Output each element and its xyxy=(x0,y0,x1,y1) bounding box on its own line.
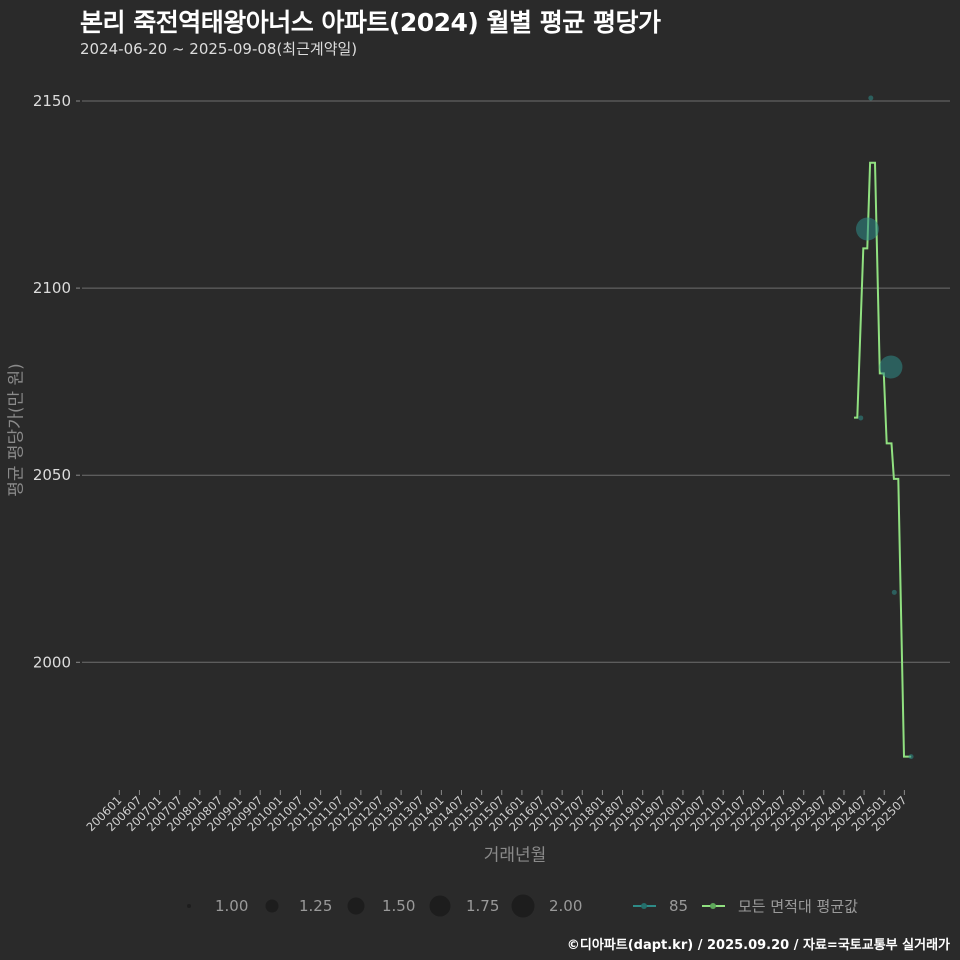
data-point-85 xyxy=(855,217,879,241)
size-circle-icon xyxy=(511,894,535,918)
chart-title: 본리 죽전역태왕아너스 아파트(2024) 월별 평균 평당가 xyxy=(80,8,661,37)
data-point-85 xyxy=(879,355,903,379)
data-point-85 xyxy=(908,754,914,760)
y-axis-title: 평균 평당가(만 원) xyxy=(6,363,27,497)
y-tick-label: 2150 xyxy=(33,92,71,110)
size-circle-icon xyxy=(347,897,365,915)
size-legend-label: 1.75 xyxy=(466,897,500,915)
size-circle-icon xyxy=(429,895,451,917)
size-legend-label: 1.50 xyxy=(382,897,416,915)
footer-credit: ©디아파트(dapt.kr) / 2025.09.20 / 자료=국토교통부 실… xyxy=(566,938,950,953)
size-circle-icon xyxy=(265,899,279,913)
x-axis-title: 거래년월 xyxy=(483,845,547,866)
data-point-85 xyxy=(858,415,864,421)
size-legend-label: 2.00 xyxy=(549,897,583,915)
data-point-85 xyxy=(868,95,874,101)
chart-subtitle: 2024-06-20 ~ 2025-09-08(최근계약일) xyxy=(80,40,358,58)
y-tick-label: 2100 xyxy=(33,279,71,297)
line-legend-label: 모든 면적대 평균값 xyxy=(738,897,858,916)
y-tick-label: 2000 xyxy=(33,653,71,671)
average-price-line xyxy=(854,161,912,758)
size-circle-icon xyxy=(187,904,191,908)
data-point-85 xyxy=(891,589,897,595)
size-legend-label: 1.00 xyxy=(215,897,249,915)
size-legend-label: 1.25 xyxy=(299,897,333,915)
average-dot-icon xyxy=(710,903,716,909)
line-legend-label: 85 xyxy=(669,897,689,915)
series-85-dot-icon xyxy=(641,903,647,909)
y-tick-label: 2050 xyxy=(33,466,71,484)
